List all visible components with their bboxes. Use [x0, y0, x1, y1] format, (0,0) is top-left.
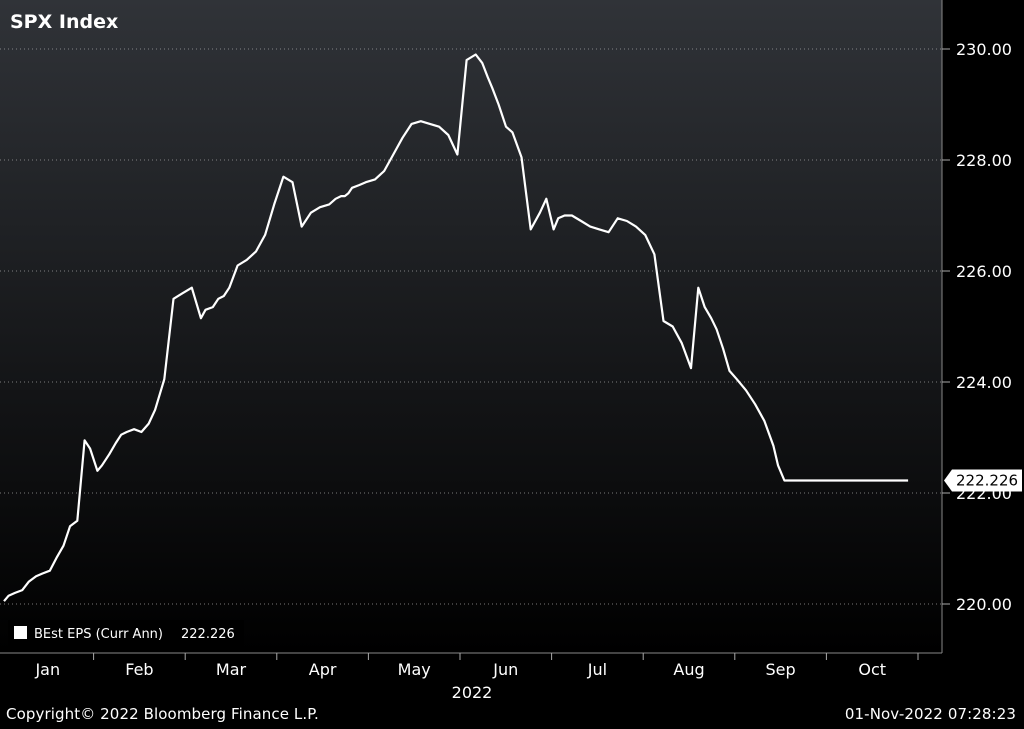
series-line	[3, 53, 909, 602]
y-tick-label-3: 226.00	[956, 262, 1012, 281]
last-value-marker: 222.226	[944, 469, 1022, 492]
y-tick-label-2: 224.00	[956, 373, 1012, 392]
series-line-group	[3, 53, 909, 602]
y-tick-label-0: 220.00	[956, 595, 1012, 614]
x-tick-label-8: Sep	[766, 660, 796, 679]
x-tick-label-2: Mar	[216, 660, 247, 679]
x-tick-label-7: Aug	[673, 660, 704, 679]
legend-label: BEst EPS (Curr Ann)	[34, 627, 163, 642]
y-tick-label-5: 230.00	[956, 40, 1012, 59]
x-tick-label-3: Apr	[309, 660, 337, 679]
grid-lines	[0, 48, 942, 605]
x-axis-ticks: Jan Feb Mar Apr May Jun Jul Aug Sep Oct	[34, 653, 919, 679]
x-tick-label-1: Feb	[125, 660, 153, 679]
plot-area	[0, 0, 942, 653]
legend-swatch	[14, 626, 27, 639]
x-axis-label: 2022	[452, 683, 493, 702]
legend-background	[8, 620, 244, 646]
copyright-text: Copyright© 2022 Bloomberg Finance L.P.	[6, 705, 319, 723]
x-tick-label-9: Oct	[858, 660, 886, 679]
x-tick-label-5: Jun	[492, 660, 518, 679]
x-tick-label-0: Jan	[34, 660, 60, 679]
last-value-label: 222.226	[956, 471, 1018, 489]
y-tick-label-4: 228.00	[956, 151, 1012, 170]
legend-value: 222.226	[181, 627, 235, 642]
chart-title: SPX Index	[10, 11, 118, 33]
legend: BEst EPS (Curr Ann) 222.226	[8, 620, 244, 646]
x-tick-label-6: Jul	[587, 660, 607, 679]
last-value-box	[944, 469, 1022, 492]
x-tick-label-4: May	[398, 660, 431, 679]
timestamp-text: 01-Nov-2022 07:28:23	[844, 705, 1016, 723]
